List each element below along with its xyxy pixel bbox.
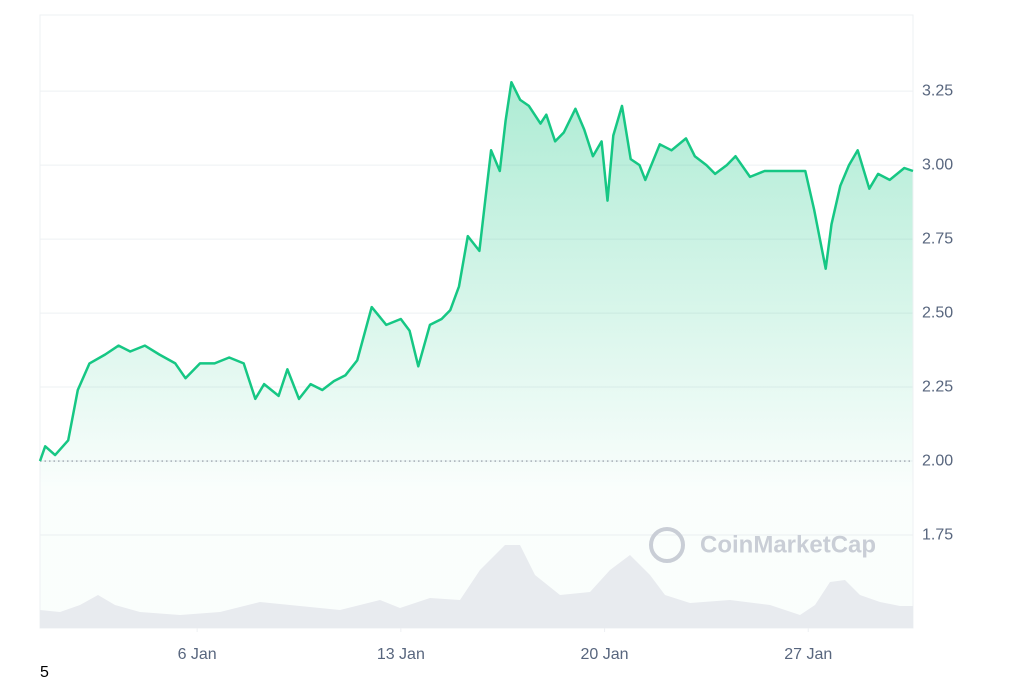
y-tick-label: 2.75 bbox=[922, 230, 953, 247]
price-line bbox=[38, 80, 914, 462]
y-tick-label: 3.25 bbox=[922, 82, 953, 99]
x-tick-label: 20 Jan bbox=[581, 646, 629, 663]
watermark: CoinMarketCap bbox=[649, 527, 876, 563]
x-tick-label: 6 Jan bbox=[178, 646, 217, 663]
y-tick-label: 2.25 bbox=[922, 378, 953, 395]
y-tick-label: 3.00 bbox=[922, 156, 953, 173]
y-tick-label: 2.50 bbox=[922, 304, 953, 321]
x-tick-label: 13 Jan bbox=[377, 646, 425, 663]
price-area bbox=[40, 82, 913, 628]
volume-area bbox=[40, 545, 913, 628]
watermark-text: CoinMarketCap bbox=[700, 531, 876, 558]
y-tick-label: 1.75 bbox=[922, 526, 953, 543]
y-tick-label: 2.00 bbox=[922, 452, 953, 469]
watermark-logo bbox=[649, 527, 685, 563]
x-tick-label: 27 Jan bbox=[784, 646, 832, 663]
footer-text: 5 bbox=[40, 664, 49, 681]
